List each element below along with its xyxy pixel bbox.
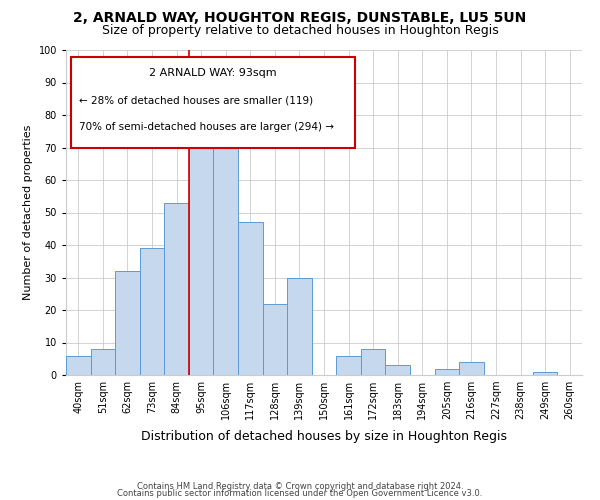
Text: Contains HM Land Registry data © Crown copyright and database right 2024.: Contains HM Land Registry data © Crown c… <box>137 482 463 491</box>
Bar <box>140 248 164 375</box>
Text: Contains public sector information licensed under the Open Government Licence v3: Contains public sector information licen… <box>118 489 482 498</box>
Text: 70% of semi-detached houses are larger (294) →: 70% of semi-detached houses are larger (… <box>79 122 334 132</box>
Bar <box>214 112 238 375</box>
Text: 2 ARNALD WAY: 93sqm: 2 ARNALD WAY: 93sqm <box>149 68 277 78</box>
FancyBboxPatch shape <box>71 56 355 148</box>
Bar <box>385 365 410 375</box>
Y-axis label: Number of detached properties: Number of detached properties <box>23 125 33 300</box>
Bar <box>459 362 484 375</box>
Bar <box>189 108 214 375</box>
Bar <box>287 278 312 375</box>
Bar <box>434 368 459 375</box>
X-axis label: Distribution of detached houses by size in Houghton Regis: Distribution of detached houses by size … <box>141 430 507 444</box>
Text: ← 28% of detached houses are smaller (119): ← 28% of detached houses are smaller (11… <box>79 96 313 106</box>
Bar <box>336 356 361 375</box>
Bar <box>533 372 557 375</box>
Bar <box>263 304 287 375</box>
Bar <box>115 271 140 375</box>
Text: Size of property relative to detached houses in Houghton Regis: Size of property relative to detached ho… <box>101 24 499 37</box>
Bar <box>164 203 189 375</box>
Text: 2, ARNALD WAY, HOUGHTON REGIS, DUNSTABLE, LU5 5UN: 2, ARNALD WAY, HOUGHTON REGIS, DUNSTABLE… <box>73 11 527 25</box>
Bar <box>66 356 91 375</box>
Bar <box>238 222 263 375</box>
Bar <box>361 349 385 375</box>
Bar <box>91 349 115 375</box>
